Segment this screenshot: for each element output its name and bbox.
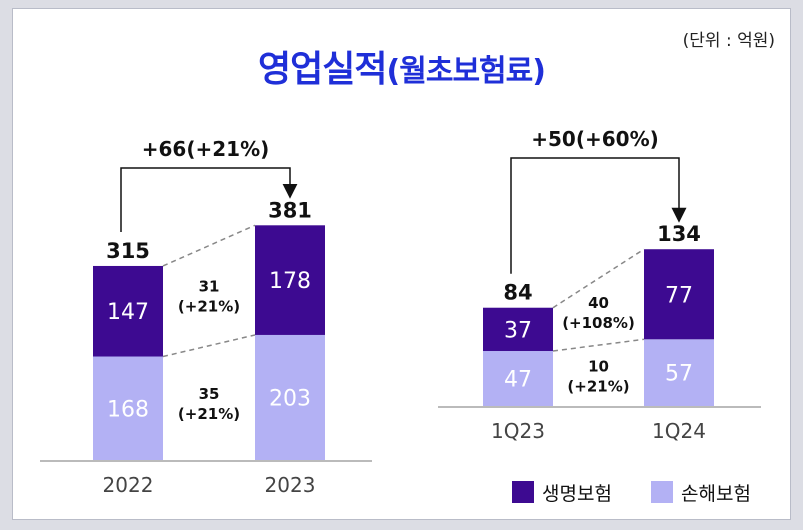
growth-total-label-annual: +66(+21%) [142, 137, 270, 161]
legend-label-nonlife: 손해보험 [681, 482, 751, 505]
legend-swatch-life [512, 481, 534, 503]
growth-nonlife-pct-annual: (+21%) [178, 405, 240, 423]
tick-label-1Q23: 1Q23 [491, 419, 545, 443]
value-nonlife-1Q23: 47 [504, 368, 532, 393]
total-label-1Q24: 134 [657, 222, 701, 246]
growth-life-pct-annual: (+21%) [178, 298, 240, 316]
connector-top-quarter [552, 248, 645, 309]
title-sub: (월초보험료) [386, 54, 546, 89]
value-life-1Q23: 37 [504, 318, 532, 343]
growth-nonlife-value-annual: 35 [199, 385, 220, 403]
growth-nonlife-pct-quarter: (+21%) [567, 378, 629, 396]
value-nonlife-1Q24: 57 [665, 362, 693, 387]
tick-label-1Q24: 1Q24 [652, 419, 706, 443]
chart-title: 영업실적(월초보험료) [0, 40, 803, 92]
growth-life-value-quarter: 40 [588, 294, 609, 312]
legend-item-life: 생명보험 [512, 478, 612, 506]
total-label-2022: 315 [106, 239, 150, 263]
legend-label-life: 생명보험 [542, 482, 612, 505]
growth-life-pct-quarter: (+108%) [562, 314, 635, 332]
legend-swatch-nonlife [651, 481, 673, 503]
value-nonlife-2022: 168 [107, 397, 149, 422]
value-nonlife-2023: 203 [269, 386, 311, 411]
total-label-2023: 381 [268, 198, 312, 222]
growth-nonlife-value-quarter: 10 [588, 358, 609, 376]
bar-nonlife-1Q23 [483, 351, 553, 406]
value-life-2022: 147 [107, 300, 149, 325]
bar-nonlife-2023 [255, 334, 325, 460]
tick-label-2022: 2022 [103, 473, 154, 497]
bar-nonlife-2022 [93, 356, 163, 460]
value-life-2023: 178 [269, 269, 311, 294]
growth-arrow-annual [120, 167, 298, 232]
connector-mid-annual [162, 334, 256, 358]
bar-life-1Q23 [483, 307, 553, 352]
growth-arrow-quarter [510, 157, 687, 274]
growth-total-label-quarter: +50(+60%) [531, 127, 659, 151]
title-main: 영업실적 [258, 49, 387, 90]
bar-life-1Q24 [644, 249, 714, 340]
unit-label: (단위 : 억원) [682, 31, 775, 51]
total-label-1Q23: 84 [503, 281, 532, 305]
bar-life-2022 [93, 265, 163, 357]
connector-mid-quarter [552, 338, 645, 352]
value-life-1Q24: 77 [665, 283, 693, 308]
connector-top-annual [162, 224, 256, 267]
growth-life-value-annual: 31 [199, 278, 220, 296]
tick-label-2023: 2023 [265, 473, 316, 497]
bar-nonlife-1Q24 [644, 339, 714, 406]
bar-life-2023 [255, 225, 325, 335]
legend-item-nonlife: 손해보험 [651, 478, 751, 506]
